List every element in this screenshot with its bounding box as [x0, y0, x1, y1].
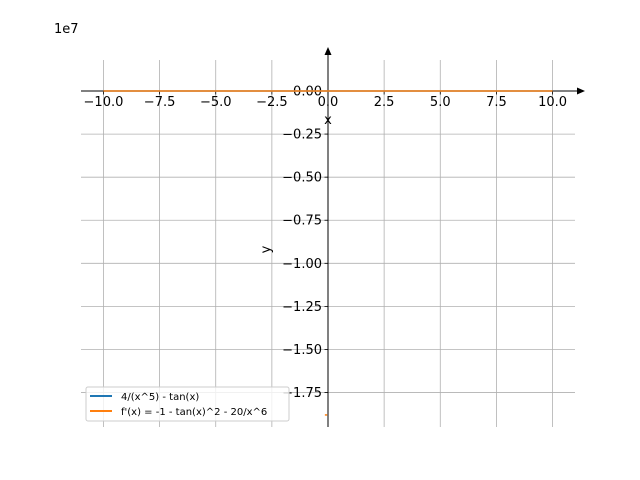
x-tick-label-7: 7.5: [486, 95, 507, 110]
y-tick-label-3: −0.75: [282, 214, 322, 229]
series: [103, 90, 553, 416]
y-axis-label: y: [259, 245, 274, 253]
legend-label-series-2: f'(x) = -1 - tan(x)^2 - 20/x^6: [121, 407, 267, 418]
y-tick-label-2: −0.50: [282, 171, 322, 186]
x-tick-label-4: 0.0: [318, 95, 339, 110]
y-offset-label: 1e7: [54, 22, 79, 37]
x-tick-label-0: −10.0: [84, 95, 124, 110]
y-axis-arrow: [324, 47, 332, 55]
y-ticks: 0.00 −0.25 −0.50 −0.75 −1.00 −1.25 −1.50 −1.75: [282, 85, 328, 401]
legend-box: [85, 386, 290, 422]
x-tick-label-6: 5.0: [430, 95, 451, 110]
x-ticks: −10.0 −7.5 −5.0 −2.5 0.0 2.5 5.0 7.5 10.0: [84, 91, 567, 110]
y-tick-label-4: −1.00: [282, 257, 322, 272]
x-axis-arrow: [577, 87, 585, 95]
x-axis-label: x: [324, 113, 332, 128]
x-tick-label-5: 2.5: [374, 95, 395, 110]
legend: 4/(x^5) - tan(x) f'(x) = -1 - tan(x)^2 -…: [85, 386, 290, 422]
x-tick-label-3: −2.5: [256, 95, 288, 110]
legend-label-series-1: 4/(x^5) - tan(x): [121, 392, 199, 403]
y-tick-label-1: −0.25: [282, 128, 322, 143]
y-tick-label-0: 0.00: [293, 85, 322, 100]
y-tick-label-6: −1.50: [282, 343, 322, 358]
y-tick-label-7: −1.75: [282, 386, 322, 401]
x-tick-label-1: −7.5: [144, 95, 176, 110]
x-tick-label-8: 10.0: [538, 95, 567, 110]
y-tick-label-5: −1.25: [282, 300, 322, 315]
x-tick-label-2: −5.0: [200, 95, 232, 110]
